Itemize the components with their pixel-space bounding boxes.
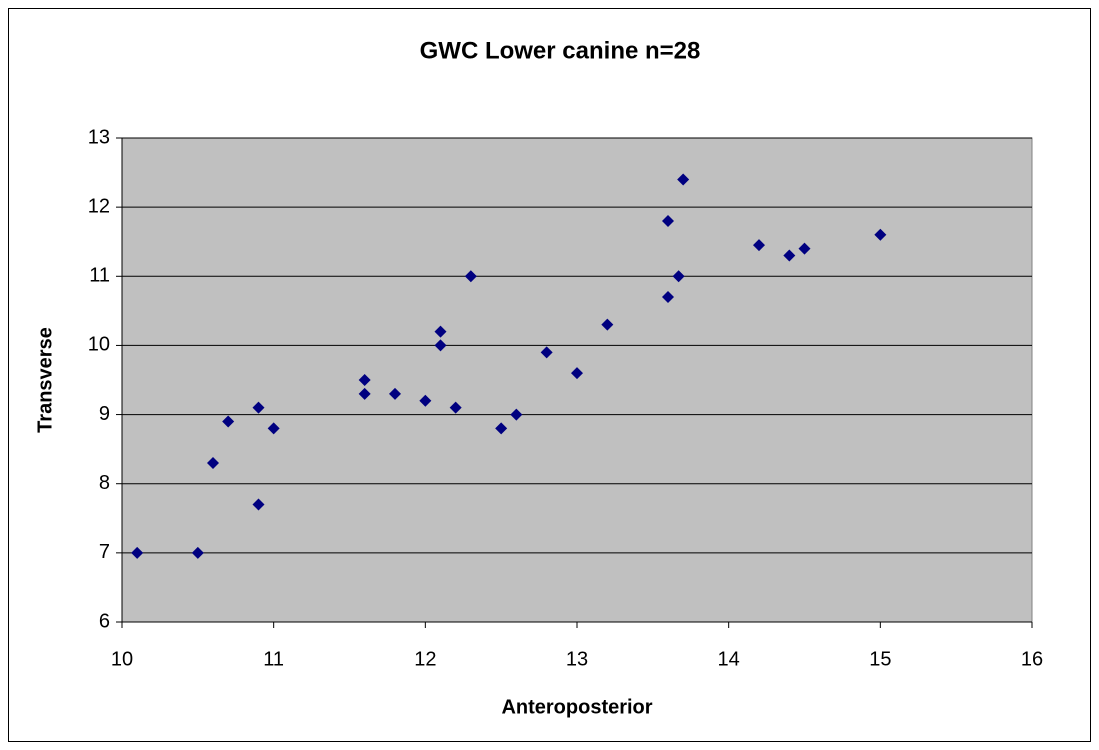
point — [798, 242, 811, 255]
x-tick-label: 14 — [718, 648, 740, 670]
point — [267, 422, 280, 435]
point — [449, 401, 462, 414]
x-axis-title: Anteroposterior — [501, 696, 652, 718]
point — [389, 387, 401, 400]
point — [495, 422, 508, 435]
point — [131, 546, 144, 559]
x-tick-label: 12 — [414, 648, 436, 670]
y-tick-label: 8 — [99, 472, 110, 494]
point — [419, 394, 432, 407]
point — [191, 546, 204, 559]
point — [753, 239, 765, 252]
y-tick-label: 7 — [99, 541, 110, 563]
y-tick-label: 10 — [88, 334, 110, 356]
point — [358, 374, 371, 386]
point — [677, 173, 690, 186]
point — [783, 249, 796, 262]
chart-title: GWC Lower canine n=28 — [420, 37, 701, 64]
point — [222, 415, 235, 428]
point — [207, 456, 219, 469]
point — [252, 498, 265, 511]
point — [464, 270, 477, 283]
point — [510, 408, 523, 421]
y-tick-label: 11 — [89, 265, 110, 287]
x-tick-label: 10 — [111, 648, 133, 670]
point — [672, 270, 685, 283]
point — [252, 401, 265, 414]
point — [358, 387, 371, 400]
plot-area — [121, 137, 1033, 623]
x-tick-label: 16 — [1021, 648, 1043, 670]
y-tick-label: 6 — [99, 610, 110, 632]
y-axis-title: Transverse — [34, 327, 56, 433]
x-tick-label: 13 — [566, 648, 588, 670]
point — [601, 318, 614, 331]
point — [874, 228, 887, 241]
y-tick-label: 12 — [88, 195, 110, 217]
y-tick-label: 13 — [88, 126, 110, 148]
point — [540, 346, 553, 359]
point — [662, 291, 674, 304]
point — [571, 367, 583, 380]
point — [662, 214, 674, 227]
x-tick-label: 15 — [869, 648, 891, 670]
point — [434, 339, 447, 352]
x-tick-label: 11 — [263, 648, 284, 670]
y-tick-label: 9 — [99, 403, 110, 425]
point — [434, 325, 447, 338]
